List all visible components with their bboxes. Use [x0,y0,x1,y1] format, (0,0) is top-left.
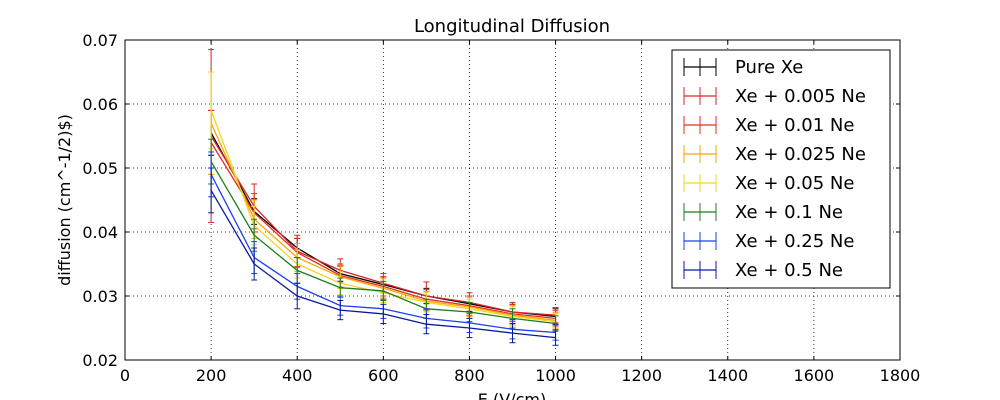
legend-item: Xe + 0.025 Ne [683,144,866,165]
x-tick-label: 1600 [794,366,835,385]
legend-label: Xe + 0.005 Ne [735,86,866,107]
legend-item: Xe + 0.05 Ne [683,173,854,194]
series-layer [208,49,559,346]
legend-label: Xe + 0.1 Ne [735,202,843,223]
y-tick-label: 0.07 [82,31,118,50]
x-tick-label: 1400 [707,366,748,385]
legend-frame [671,49,891,289]
legend-item: Xe + 0.005 Ne [683,86,866,107]
x-tick-label: 800 [454,366,485,385]
x-tick-label: 600 [368,366,399,385]
legend-label: Xe + 0.01 Ne [735,115,854,136]
legend: Pure Xe Xe + 0.005 Ne Xe + 0.01 Ne Xe + 0.0… [671,49,891,289]
chart-title: Longitudinal Diffusion [414,16,610,37]
series-group [208,167,559,346]
plot-frame [124,39,901,361]
legend-item: Xe + 0.25 Ne [683,231,854,252]
legend-label: Xe + 0.5 Ne [735,260,843,281]
y-tick-label: 0.03 [82,287,118,306]
legend-item: Xe + 0.1 Ne [683,202,843,223]
x-tick-label: 1800 [880,366,921,385]
y-tick-label: 0.05 [82,159,118,178]
legend-label: Pure Xe [735,57,803,78]
legend-label: Xe + 0.025 Ne [735,144,866,165]
x-tick-label: 400 [282,366,313,385]
ticks: 0 200 400 600 800 1000 1200 1400 1600 1800 0.02 0.0… [82,31,920,385]
legend-item: Pure Xe [683,57,803,78]
y-tick-label: 0.06 [82,95,118,114]
x-tick-label: 200 [196,366,227,385]
legend-label: Xe + 0.25 Ne [735,231,854,252]
x-axis-label: E (V/cm) [478,390,546,400]
legend-item: Xe + 0.5 Ne [683,260,843,281]
legend-label: Xe + 0.05 Ne [735,173,854,194]
legend-item: Xe + 0.01 Ne [683,115,854,136]
y-axis-label: diffusion (cm^-1/2)$) [55,114,74,286]
y-tick-label: 0.02 [82,351,118,370]
x-tick-label: 1000 [535,366,576,385]
y-tick-label: 0.04 [82,223,118,242]
x-tick-label: 1200 [621,366,662,385]
x-tick-label: 0 [120,366,130,385]
